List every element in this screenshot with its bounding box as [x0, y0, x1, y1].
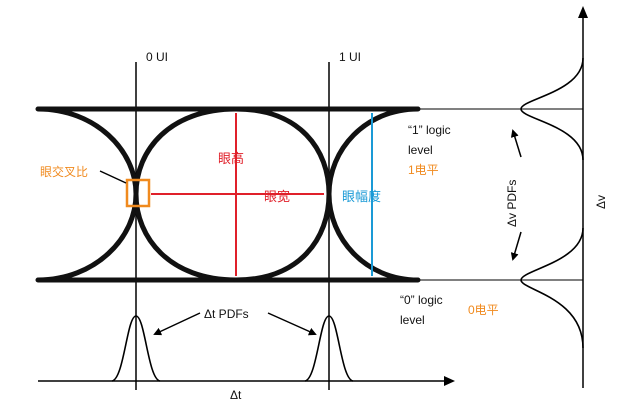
dt-pdf-curve-ui0 [111, 315, 161, 382]
dt-pdf-curve-ui1 [304, 315, 354, 382]
dv-axis-arrowhead [578, 6, 588, 18]
dt-pdf-arrow-left [153, 312, 201, 336]
main-eye-left-boundary [133, 106, 239, 283]
logic1-label-line1: “1” logic [408, 123, 451, 137]
ui1-label: 1 UI [339, 50, 361, 64]
ui0-label: 0 UI [146, 50, 168, 64]
dv-axis-label: Δv [594, 195, 608, 209]
left-eye-right-boundary [35, 106, 139, 283]
eye-crossing-box [125, 178, 151, 208]
dv-pdf-curve-bottom [520, 227, 584, 349]
eye-amplitude-label: 眼幅度 [342, 189, 381, 204]
dv-pdf-arrow-up [510, 129, 522, 158]
logic0-label-cn: 0电平 [468, 303, 499, 317]
dt-pdf-arrow-right [267, 312, 317, 336]
logic1-label-cn: 1电平 [408, 163, 439, 177]
logic1-label-line2: level [408, 143, 433, 157]
dv-pdfs-label: Δv PDFs [505, 180, 519, 227]
dt-pdfs-label: Δt PDFs [204, 307, 249, 321]
logic0-label-line2: level [400, 313, 425, 327]
dv-pdf-curve-top [520, 57, 584, 161]
dt-axis-label: Δt [230, 388, 242, 402]
logic0-label-line1: “0” logic [400, 293, 443, 307]
right-eye-left-boundary [326, 106, 421, 283]
dv-pdf-arrow-down [510, 231, 522, 261]
eye-crossing-leader [99, 170, 127, 184]
eye-height-label: 眼高 [218, 151, 244, 166]
dt-axis-arrowhead [444, 376, 455, 386]
eye-width-label: 眼宽 [264, 189, 290, 204]
eye-crossing-label: 眼交叉比 [40, 164, 88, 179]
